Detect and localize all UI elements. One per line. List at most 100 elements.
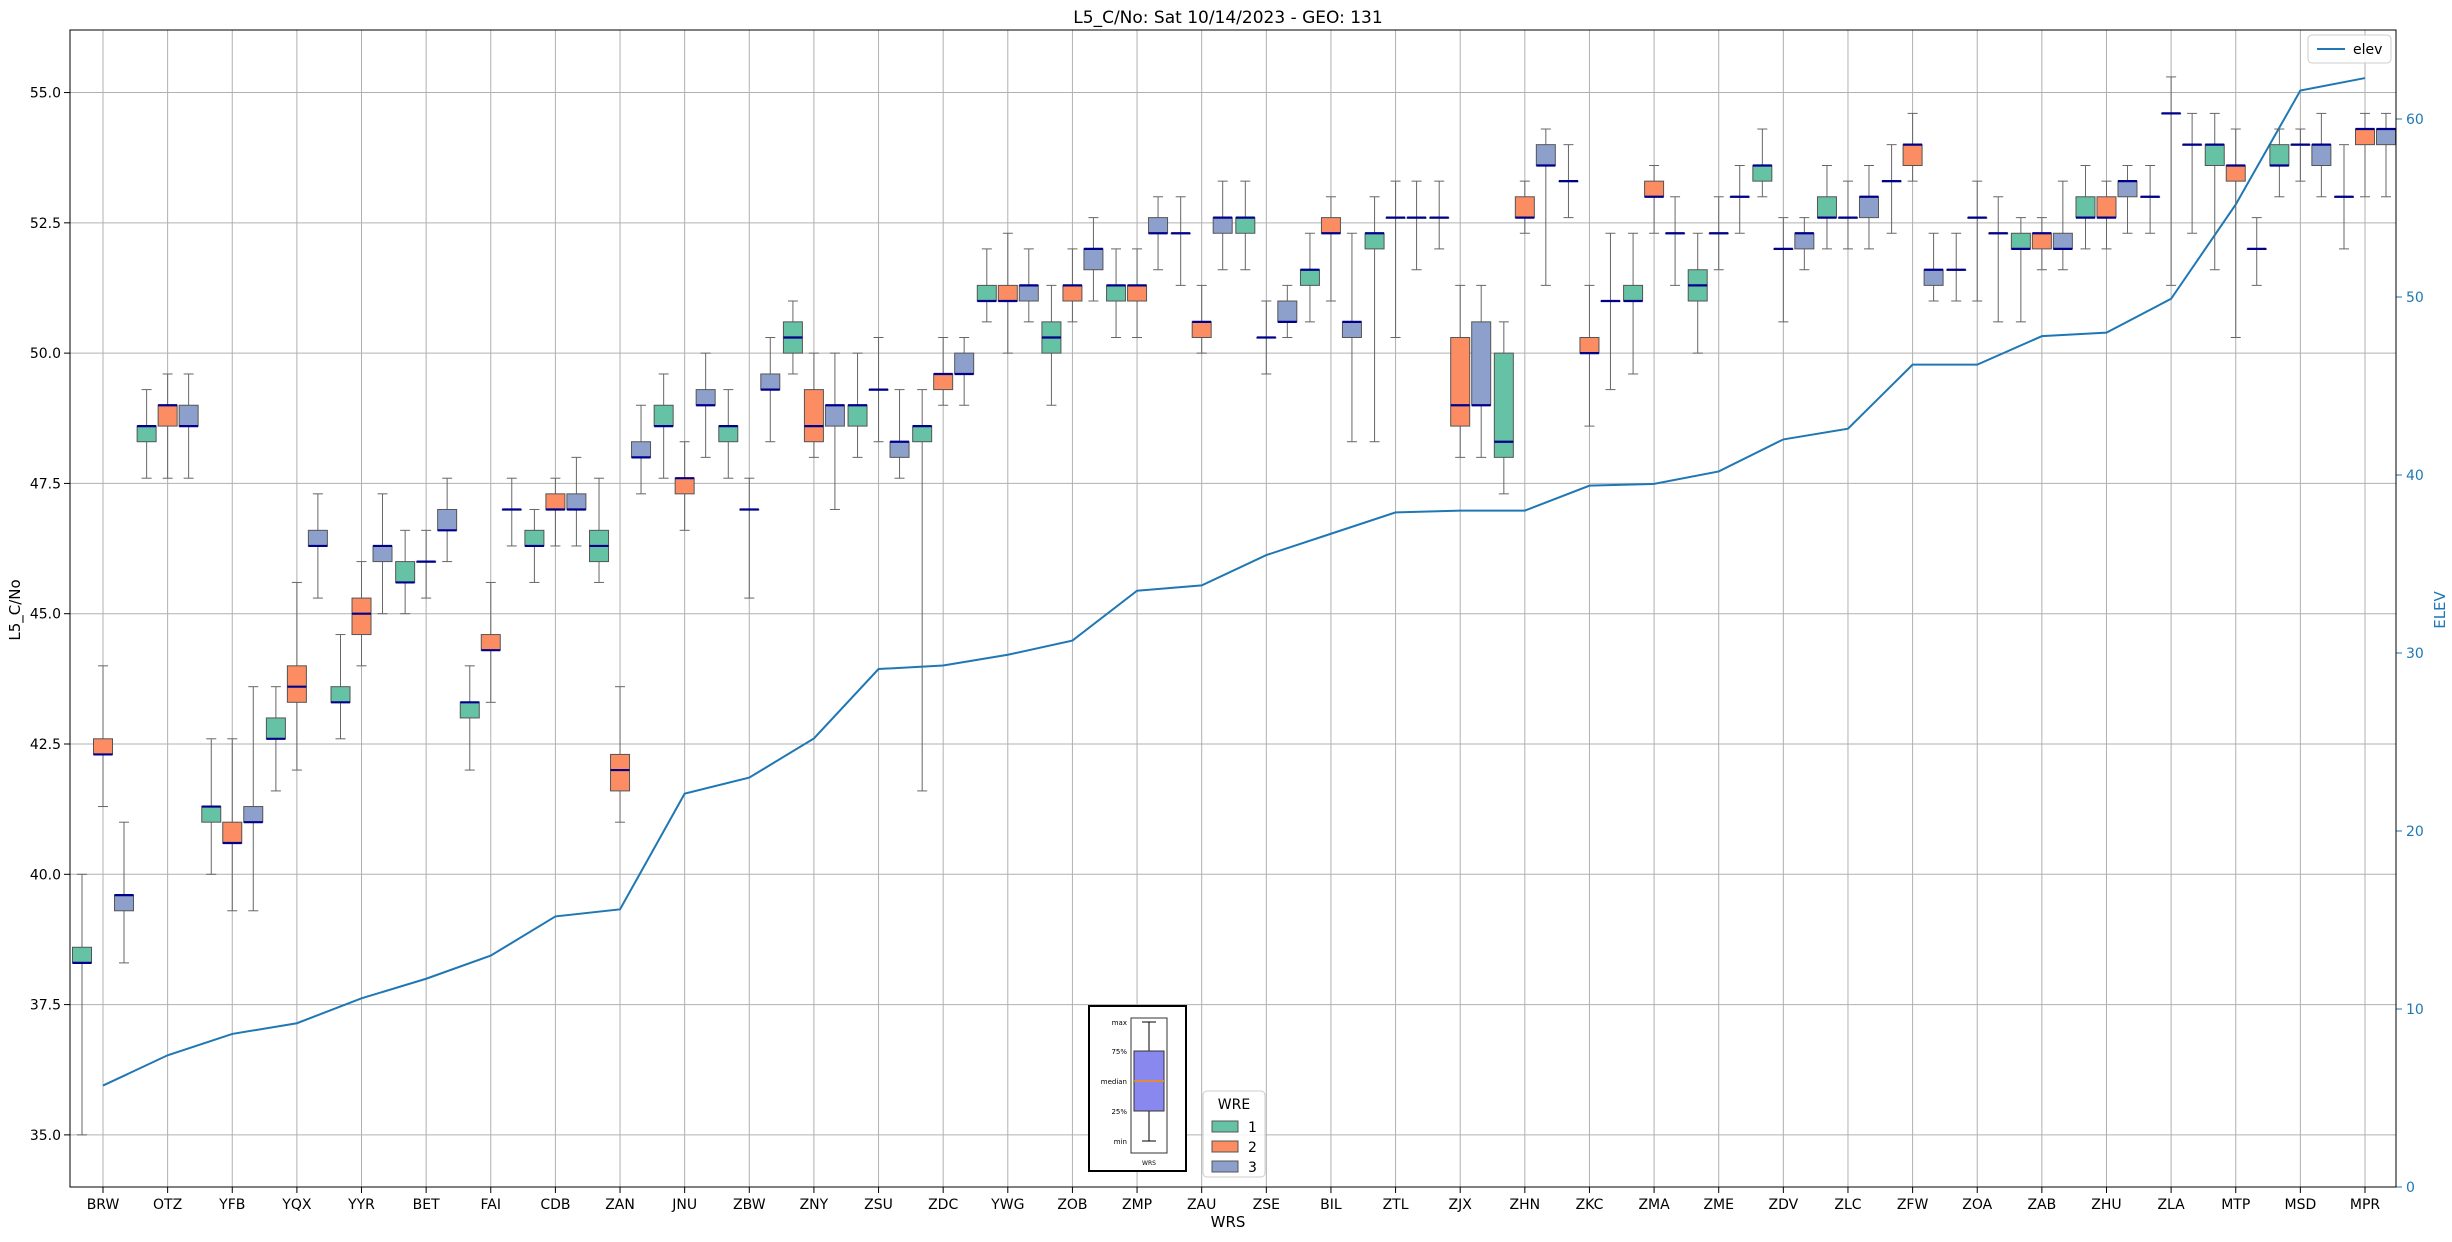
- box-body: [1624, 285, 1643, 301]
- box-yfb-wre3: [244, 687, 263, 911]
- box-zse-wre1: [1236, 181, 1255, 270]
- box-body: [2270, 145, 2289, 166]
- x-tick-label: MTP: [2221, 1197, 2250, 1213]
- x-axis-label: WRS: [1211, 1213, 1246, 1231]
- box-body: [998, 285, 1017, 301]
- box-zhn-wre3: [1536, 129, 1555, 285]
- box-zfw-wre2: [1903, 113, 1922, 181]
- grid-layer: [70, 30, 2396, 1187]
- box-fai-wre3: [502, 478, 521, 546]
- box-yyr-wre2: [352, 562, 371, 666]
- box-yfb-wre1: [202, 739, 221, 875]
- box-zab-wre3: [2053, 181, 2072, 270]
- box-body: [1149, 218, 1168, 234]
- box-zla-wre3: [2183, 113, 2202, 233]
- box-body: [2011, 233, 2030, 249]
- box-zny-wre2: [804, 353, 823, 457]
- box-body: [2032, 233, 2051, 249]
- y2-tick-label: 50: [2406, 290, 2424, 306]
- box-body: [567, 494, 586, 510]
- box-bet-wre2: [417, 530, 436, 598]
- box-body: [481, 635, 500, 651]
- box-zhu-wre2: [2097, 181, 2116, 249]
- box-zdc-wre2: [934, 337, 953, 405]
- box-bet-wre1: [396, 530, 415, 613]
- box-body: [158, 405, 177, 426]
- box-bet-wre3: [438, 478, 457, 561]
- box-body: [525, 530, 544, 546]
- box-yqx-wre2: [287, 582, 306, 770]
- x-tick-label: ZFW: [1897, 1197, 1929, 1213]
- box-zdv-wre2: [1774, 218, 1793, 322]
- inset-xlabel: WRS: [1142, 1160, 1156, 1167]
- box-body: [2356, 129, 2375, 145]
- box-zlc-wre2: [1838, 181, 1857, 249]
- box-body: [2312, 145, 2331, 166]
- box-body: [2076, 197, 2095, 218]
- box-zse-wre2: [1257, 301, 1276, 374]
- box-bil-wre3: [1342, 233, 1361, 441]
- x-tick-label: ZOB: [1057, 1197, 1087, 1213]
- wre-legend-swatch-1: [1212, 1121, 1238, 1132]
- box-zmp-wre3: [1149, 197, 1168, 270]
- x-tick-label: ZOA: [1962, 1197, 1992, 1213]
- box-cdb-wre3: [567, 457, 586, 546]
- box-body: [1192, 322, 1211, 338]
- box-body: [1128, 285, 1147, 301]
- box-yyr-wre3: [373, 494, 392, 614]
- y-tick-label: 40.0: [30, 867, 61, 883]
- box-body: [2205, 145, 2224, 166]
- x-tick-label: ZMP: [1122, 1197, 1152, 1213]
- inset-label: min: [1114, 1138, 1127, 1146]
- box-bil-wre1: [1300, 233, 1319, 322]
- box-cdb-wre2: [546, 478, 565, 546]
- box-body: [1924, 270, 1943, 286]
- x-tick-label: BIL: [1320, 1197, 1342, 1213]
- box-yyr-wre1: [331, 635, 350, 739]
- box-body: [1084, 249, 1103, 270]
- box-zdv-wre1: [1753, 129, 1772, 197]
- box-otz-wre2: [158, 374, 177, 478]
- y-tick-label: 52.5: [30, 216, 61, 232]
- y2-tick-label: 30: [2406, 646, 2424, 662]
- x-tick-label: ZDC: [928, 1197, 958, 1213]
- wre-legend-title: WRE: [1218, 1097, 1250, 1113]
- box-body: [1903, 145, 1922, 166]
- box-zjx-wre3: [1472, 285, 1491, 457]
- box-body: [308, 530, 327, 546]
- box-body: [1019, 285, 1038, 301]
- wre-legend-label: 3: [1248, 1160, 1257, 1176]
- box-body: [1753, 166, 1772, 182]
- x-tick-label: JNU: [671, 1197, 697, 1213]
- box-zny-wre3: [825, 353, 844, 509]
- inset-label: median: [1101, 1078, 1127, 1086]
- box-body: [1063, 285, 1082, 301]
- box-zkc-wre2: [1580, 285, 1599, 426]
- box-body: [331, 687, 350, 703]
- box-zlc-wre1: [1817, 166, 1836, 249]
- box-mpr-wre3: [2377, 113, 2396, 196]
- x-tick-label: ZKC: [1576, 1197, 1604, 1213]
- box-zla-wre2: [2162, 77, 2181, 285]
- x-tick-label: CDB: [540, 1197, 570, 1213]
- box-body: [352, 598, 371, 634]
- box-body: [1321, 218, 1340, 234]
- x-tick-label: ZLC: [1834, 1197, 1861, 1213]
- box-body: [179, 405, 198, 426]
- box-ywg-wre1: [977, 249, 996, 322]
- box-zfw-wre3: [1924, 233, 1943, 301]
- box-body: [913, 426, 932, 442]
- box-body: [223, 822, 242, 843]
- box-jnu-wre2: [675, 442, 694, 531]
- x-tick-label: MSD: [2284, 1197, 2316, 1213]
- box-zdc-wre1: [913, 390, 932, 791]
- x-tick-label: YFB: [218, 1197, 245, 1213]
- x-tick-label: BRW: [87, 1197, 120, 1213]
- box-zoa-wre1: [1947, 233, 1966, 301]
- box-zob-wre3: [1084, 218, 1103, 301]
- box-zoa-wre3: [1989, 197, 2008, 322]
- y-tick-label: 45.0: [30, 607, 61, 623]
